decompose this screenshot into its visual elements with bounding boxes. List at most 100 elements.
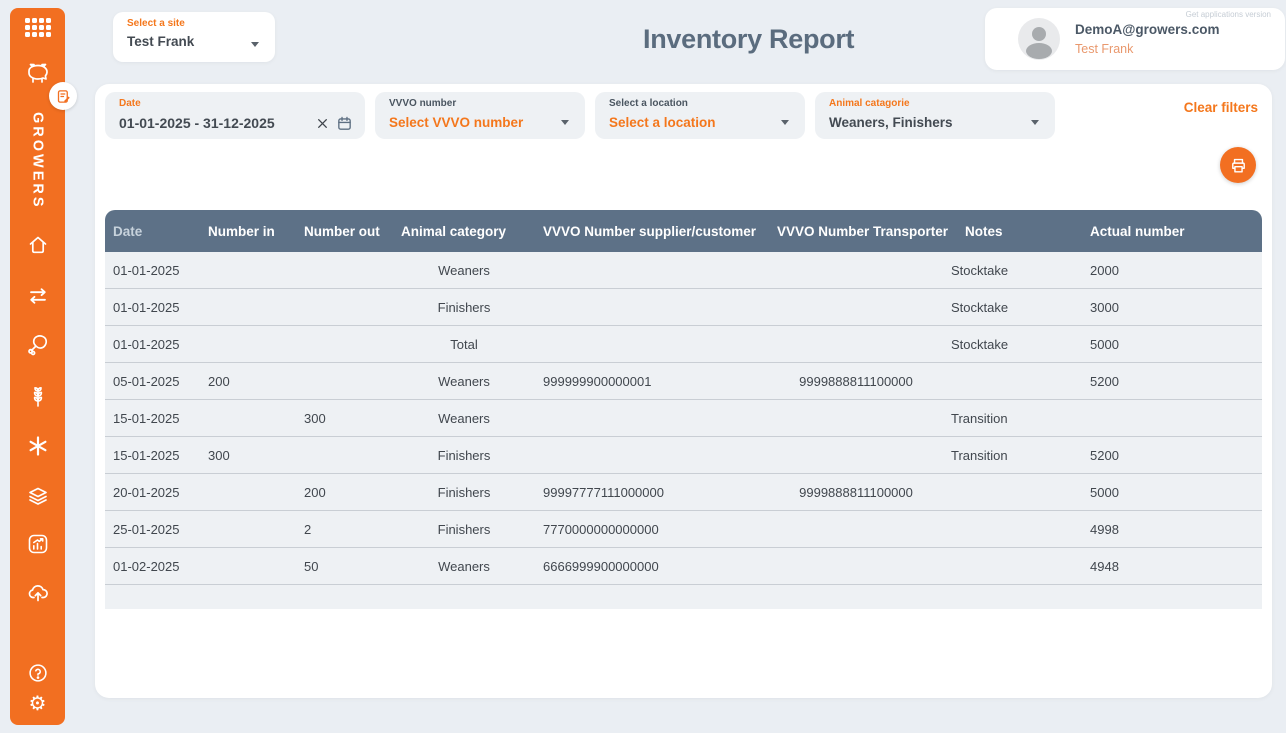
table-row[interactable]: 01-01-2025 Total Stocktake 5000: [105, 326, 1262, 363]
table-cell: 300: [208, 447, 230, 463]
table-row[interactable]: 05-01-2025 200 Weaners 999999900000001 99998…: [105, 363, 1262, 400]
help-icon[interactable]: [10, 662, 65, 684]
table-cell: Finishers: [437, 299, 491, 315]
table-row[interactable]: 15-01-2025 300 Finishers Transition 5200: [105, 437, 1262, 474]
apps-grid-icon[interactable]: [10, 18, 65, 37]
user-email: DemoA@growers.com: [1075, 22, 1220, 37]
table-cell: Stocktake: [951, 299, 1009, 315]
settings-gear-icon[interactable]: ⚙: [28, 693, 47, 715]
vvvo-filter-label: VVVO number: [389, 98, 457, 109]
table-cell: Weaners: [438, 373, 490, 389]
table-cell: 6666999900000000: [543, 558, 659, 574]
vvvo-filter[interactable]: VVVO number Select VVVO number: [375, 92, 585, 139]
table-cell: Stocktake: [951, 336, 1009, 352]
notes-badge-icon[interactable]: [49, 82, 77, 110]
location-filter-label: Select a location: [609, 98, 688, 109]
table-cell: 2: [304, 521, 312, 537]
printer-icon: [1231, 158, 1245, 173]
table-row[interactable]: 20-01-2025 200 Finishers 99997777111000000 9…: [105, 474, 1262, 511]
table-cell: 7770000000000000: [543, 521, 659, 537]
column-header-number-in[interactable]: Number in: [208, 223, 275, 239]
cloud-upload-icon[interactable]: [10, 581, 65, 605]
chevron-down-icon: [561, 120, 569, 125]
table-cell: 5200: [1090, 447, 1119, 463]
clover-icon[interactable]: [10, 434, 65, 458]
home-icon[interactable]: [10, 233, 65, 257]
table-cell: 5000: [1090, 484, 1119, 500]
column-header-vvvo-supplier[interactable]: VVVO Number supplier/customer: [543, 223, 757, 239]
table-cell: 05-01-2025: [113, 373, 180, 389]
table-cell: 9999888811100000: [799, 484, 913, 500]
location-filter[interactable]: Select a location Select a location: [595, 92, 805, 139]
table-cell: 15-01-2025: [113, 410, 180, 426]
column-header-date[interactable]: Date: [113, 223, 143, 239]
table-row[interactable]: 15-01-2025 300 Weaners Transition: [105, 400, 1262, 437]
table-cell: 4948: [1090, 558, 1119, 574]
pig-icon[interactable]: [10, 60, 65, 86]
table-cell: 5200: [1090, 373, 1119, 389]
inventory-table: Date Number in Number out Animal categor…: [105, 210, 1262, 609]
table-cell: 01-01-2025: [113, 299, 180, 315]
layers-icon[interactable]: [10, 484, 65, 508]
table-cell: 200: [304, 484, 326, 500]
column-header-notes[interactable]: Notes: [965, 223, 1003, 239]
meat-icon[interactable]: [10, 332, 65, 356]
growers-logo: GROWERS: [29, 112, 46, 210]
vvvo-filter-placeholder: Select VVVO number: [389, 115, 524, 130]
table-cell: 5000: [1090, 336, 1119, 352]
table-cell: 01-01-2025: [113, 336, 180, 352]
column-header-actual-number[interactable]: Actual number: [1090, 223, 1185, 239]
user-chip[interactable]: Get applications version DemoA@growers.c…: [985, 8, 1285, 70]
report-chart-icon[interactable]: [10, 532, 65, 556]
table-row[interactable]: 01-01-2025 Finishers Stocktake 3000: [105, 289, 1262, 326]
table-cell: 999999900000001: [543, 373, 652, 389]
table-cell: Total: [450, 336, 478, 352]
table-cell: 25-01-2025: [113, 521, 180, 537]
crop-icon[interactable]: [10, 385, 65, 409]
clear-date-icon[interactable]: [316, 117, 329, 130]
table-body: 01-01-2025 Weaners Stocktake 2000 01-01-2025…: [105, 252, 1262, 609]
sidebar: GROWERS: [10, 8, 77, 725]
table-cell: 4998: [1090, 521, 1119, 537]
column-header-vvvo-transporter[interactable]: VVVO Number Transporter: [777, 223, 949, 239]
date-range-value: 01-01-2025 - 31-12-2025: [119, 115, 275, 131]
user-site-name: Test Frank: [1075, 42, 1134, 56]
table-header: Date Number in Number out Animal categor…: [105, 210, 1262, 252]
table-row[interactable]: 25-01-2025 2 Finishers 7770000000000000 4998: [105, 511, 1262, 548]
animal-category-filter[interactable]: Animal catagorie Weaners, Finishers: [815, 92, 1055, 139]
table-cell: Finishers: [437, 447, 491, 463]
site-selector[interactable]: Select a site Test Frank: [113, 12, 275, 62]
table-cell: 3000: [1090, 299, 1119, 315]
table-cell: Weaners: [438, 262, 490, 278]
table-row-empty: [105, 585, 1262, 609]
column-header-number-out[interactable]: Number out: [304, 223, 380, 239]
table-cell: 99997777111000000: [543, 484, 664, 500]
clear-filters-link[interactable]: Clear filters: [1183, 100, 1258, 115]
table-cell: Transition: [951, 447, 1008, 463]
table-cell: 01-02-2025: [113, 558, 180, 574]
table-cell: Finishers: [437, 521, 491, 537]
transfer-arrows-icon[interactable]: [10, 284, 65, 308]
chevron-down-icon: [781, 120, 789, 125]
animal-filter-label: Animal catagorie: [829, 98, 910, 109]
animal-filter-value: Weaners, Finishers: [829, 115, 953, 130]
print-button[interactable]: [1220, 147, 1256, 183]
avatar: [1018, 18, 1060, 60]
location-filter-placeholder: Select a location: [609, 115, 716, 130]
table-cell: 300: [304, 410, 326, 426]
table-cell: 20-01-2025: [113, 484, 180, 500]
table-cell: 50: [304, 558, 319, 574]
chevron-down-icon: [1031, 120, 1039, 125]
table-row[interactable]: 01-01-2025 Weaners Stocktake 2000: [105, 252, 1262, 289]
table-cell: 15-01-2025: [113, 447, 180, 463]
column-header-animal-category[interactable]: Animal category: [401, 223, 507, 239]
table-cell: 01-01-2025: [113, 262, 180, 278]
page-title: Inventory Report: [643, 24, 855, 54]
date-filter[interactable]: Date 01-01-2025 - 31-12-2025: [105, 92, 365, 139]
main-card: Date 01-01-2025 - 31-12-2025 VVVO number…: [95, 84, 1272, 698]
table-row[interactable]: 01-02-2025 50 Weaners 6666999900000000 4948: [105, 548, 1262, 585]
table-cell: 200: [208, 373, 230, 389]
table-cell: Stocktake: [951, 262, 1009, 278]
table-cell: 9999888811100000: [799, 373, 913, 389]
calendar-icon[interactable]: [336, 115, 353, 132]
